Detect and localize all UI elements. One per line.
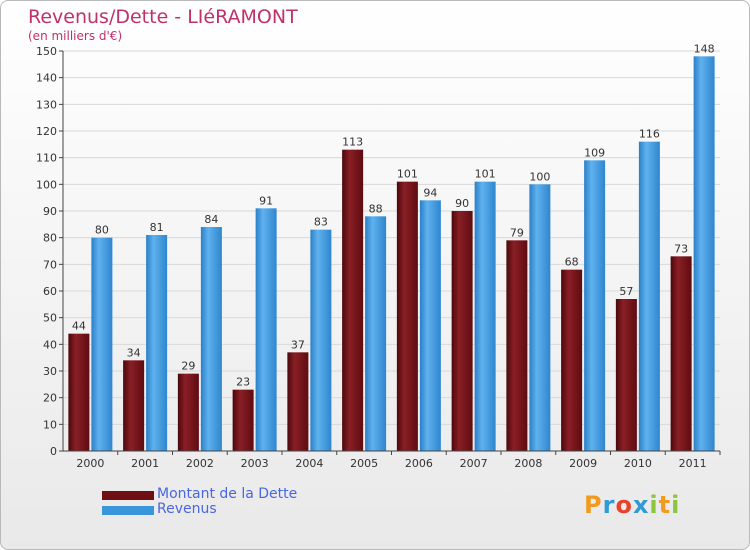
x-tick-label: 2011 (679, 457, 707, 470)
y-tick-label: 130 (36, 98, 57, 111)
bar-revenus (146, 235, 168, 451)
y-tick-label: 80 (43, 232, 57, 245)
bar-debt (68, 333, 90, 451)
logo-letter: x (632, 491, 650, 519)
y-tick-label: 50 (43, 312, 57, 325)
data-label-revenus: 116 (639, 128, 660, 141)
x-tick-label: 2005 (350, 457, 378, 470)
logo-letter: t (658, 491, 672, 519)
bar-revenus (584, 160, 606, 452)
x-tick-label: 2006 (405, 457, 433, 470)
y-tick-label: 0 (50, 445, 57, 458)
data-label-debt: 37 (291, 338, 305, 351)
legend-swatch-revenus (102, 506, 154, 515)
logo-letter: i (671, 491, 681, 519)
y-tick-label: 10 (43, 418, 57, 431)
y-tick-label: 110 (36, 152, 57, 165)
legend-swatch-debt (102, 491, 154, 500)
data-label-revenus: 101 (475, 168, 496, 181)
bar-debt (287, 352, 309, 451)
chart-subtitle: (en milliers d'€) (28, 29, 123, 43)
data-label-debt: 57 (619, 285, 633, 298)
chart-title: Revenus/Dette - LIéRAMONT (28, 6, 298, 28)
logo-letter: P (584, 491, 603, 519)
x-tick-label: 2001 (131, 457, 159, 470)
y-tick-label: 40 (43, 338, 57, 351)
bar-revenus (310, 229, 332, 451)
legend-label-debt: Montant de la Dette (157, 486, 298, 502)
x-tick-label: 2010 (624, 457, 652, 470)
y-tick-label: 60 (43, 285, 57, 298)
y-tick-label: 120 (36, 125, 57, 138)
x-tick-label: 2009 (569, 457, 597, 470)
bar-debt (396, 181, 418, 451)
bar-revenus (255, 208, 277, 451)
bar-debt (232, 389, 254, 451)
data-label-revenus: 88 (369, 202, 383, 215)
logo-letter: i (649, 491, 659, 519)
y-tick-label: 140 (36, 72, 57, 85)
x-tick-label: 2004 (295, 457, 323, 470)
proxiti-logo: Proxiti (584, 491, 680, 519)
bar-debt (123, 360, 145, 451)
data-label-revenus: 91 (259, 194, 273, 207)
data-label-revenus: 84 (204, 213, 218, 226)
x-tick-label: 2002 (186, 457, 214, 470)
x-tick-label: 2000 (76, 457, 104, 470)
data-label-debt: 90 (455, 197, 469, 210)
bar-revenus (365, 216, 387, 451)
data-label-debt: 29 (181, 360, 195, 373)
bar-debt (615, 299, 637, 451)
bar-revenus (91, 237, 113, 451)
bar-debt (561, 269, 583, 451)
bar-revenus (693, 56, 715, 451)
bar-revenus (638, 141, 660, 451)
data-label-debt: 113 (342, 136, 363, 149)
data-label-revenus: 80 (95, 224, 109, 237)
bar-revenus (419, 200, 441, 451)
bar-debt (177, 373, 199, 451)
legend-label-revenus: Revenus (157, 501, 217, 517)
bar-debt (451, 211, 473, 451)
bar-debt (342, 149, 364, 451)
data-label-debt: 101 (397, 168, 418, 181)
x-tick-label: 2007 (460, 457, 488, 470)
bar-debt (670, 256, 692, 451)
data-label-debt: 68 (565, 256, 579, 269)
data-label-debt: 73 (674, 242, 688, 255)
y-tick-label: 90 (43, 205, 57, 218)
y-tick-label: 100 (36, 178, 57, 191)
data-label-revenus: 109 (584, 146, 605, 159)
x-tick-label: 2003 (241, 457, 269, 470)
logo-letter: o (615, 491, 633, 519)
data-label-debt: 79 (510, 226, 524, 239)
bar-revenus (529, 184, 551, 452)
data-label-revenus: 100 (529, 170, 550, 183)
data-label-debt: 23 (236, 376, 250, 389)
data-label-debt: 34 (127, 346, 141, 359)
logo-letter: r (602, 491, 616, 519)
x-tick-label: 2008 (514, 457, 542, 470)
data-label-revenus: 81 (150, 221, 164, 234)
data-label-revenus: 94 (423, 186, 437, 199)
bar-revenus (200, 227, 222, 451)
bar-debt (506, 240, 528, 451)
y-tick-label: 30 (43, 365, 57, 378)
y-tick-label: 20 (43, 392, 57, 405)
data-label-debt: 44 (72, 320, 86, 333)
y-tick-label: 150 (36, 45, 57, 58)
data-label-revenus: 83 (314, 216, 328, 229)
bar-revenus (474, 181, 496, 451)
data-label-revenus: 148 (694, 42, 715, 55)
y-tick-label: 70 (43, 258, 57, 271)
